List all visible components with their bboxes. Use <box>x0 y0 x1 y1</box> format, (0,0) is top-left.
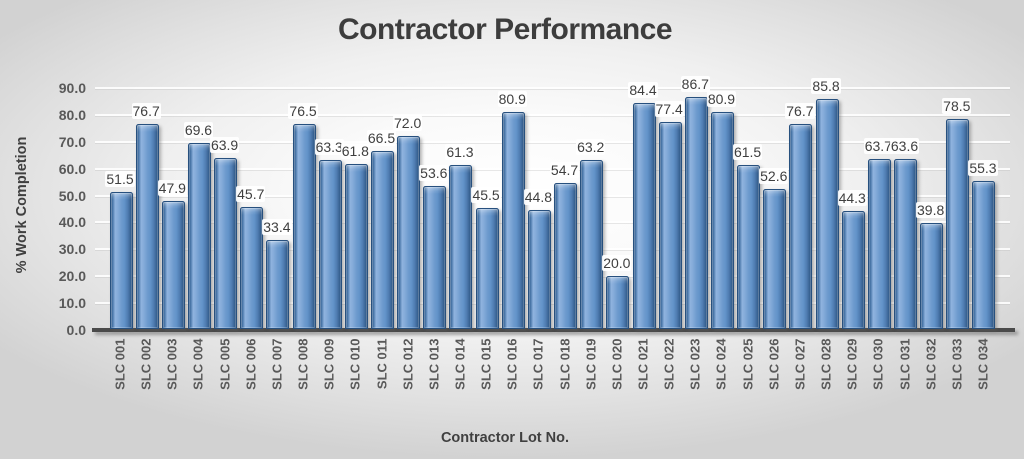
bar <box>658 121 682 329</box>
x-tick-label: SLC 030 <box>870 338 886 390</box>
bar <box>214 158 238 329</box>
x-tick-label: SLC 026 <box>766 338 782 390</box>
x-tick-label: SLC 012 <box>400 338 416 390</box>
gridline <box>95 275 1010 278</box>
bar <box>397 136 421 329</box>
x-axis-title: Contractor Lot No. <box>440 430 570 446</box>
y-tick-label: 90.0 <box>58 80 86 96</box>
x-tick-label: SLC 024 <box>713 338 729 390</box>
bar-value-label: 69.6 <box>183 121 214 138</box>
y-tick-label: 0.0 <box>66 322 86 338</box>
gridline <box>95 140 1010 143</box>
x-axis-line <box>92 328 1015 332</box>
bar <box>161 201 185 329</box>
bar <box>266 240 290 329</box>
bar-value-label: 78.5 <box>942 97 972 114</box>
bar <box>475 207 499 329</box>
bar <box>344 163 368 329</box>
x-tick-label: SLC 004 <box>190 338 206 390</box>
x-tick-label: SLC 019 <box>583 338 599 390</box>
bar-value-label: 76.7 <box>131 102 161 119</box>
x-tick-label: SLC 002 <box>138 338 154 390</box>
bar <box>946 118 970 329</box>
bar-value-label: 72.0 <box>393 115 423 132</box>
gridline <box>95 221 1010 224</box>
y-tick-label: 80.0 <box>58 106 86 123</box>
x-tick-label: SLC 021 <box>635 338 651 390</box>
y-tick-label: 40.0 <box>58 214 86 231</box>
bar <box>606 276 630 329</box>
x-tick-label: SLC 022 <box>661 338 677 390</box>
chart-title: Contractor Performance <box>337 13 673 46</box>
bar <box>815 99 839 329</box>
bar <box>684 96 708 329</box>
bar <box>894 158 917 329</box>
bar-value-label: 76.5 <box>288 103 318 120</box>
x-tick-label: SLC 017 <box>530 338 546 390</box>
x-tick-label: SLC 032 <box>923 338 939 390</box>
bar <box>187 142 211 329</box>
x-tick-label: SLC 005 <box>217 338 233 390</box>
x-tick-label: SLC 011 <box>374 338 389 390</box>
x-tick-label: SLC 009 <box>321 338 337 390</box>
gridline <box>95 113 1010 116</box>
bar <box>972 181 996 329</box>
y-tick-label: 10.0 <box>58 295 86 312</box>
bar <box>501 112 525 329</box>
bar <box>632 103 656 329</box>
x-tick-label: SLC 013 <box>426 338 442 390</box>
y-axis-title: % Work Completion <box>14 136 30 274</box>
y-tick-label: 20.0 <box>58 268 86 285</box>
bar <box>109 191 133 329</box>
bar <box>710 112 734 329</box>
y-tick-label: 30.0 <box>58 241 86 258</box>
x-tick-label: SLC 034 <box>975 338 991 390</box>
bar-value-label: 86.7 <box>680 75 710 92</box>
bar <box>920 222 944 329</box>
x-tick-label: SLC 018 <box>557 338 573 390</box>
bar <box>763 188 787 329</box>
bar <box>841 210 865 329</box>
x-tick-label: SLC 007 <box>269 338 285 390</box>
bar <box>449 165 473 329</box>
x-tick-label: SLC 008 <box>295 338 311 390</box>
bar <box>371 151 394 329</box>
bar <box>240 207 264 329</box>
x-tick-label: SLC 029 <box>844 338 860 390</box>
x-tick-label: SLC 027 <box>792 338 808 390</box>
bar <box>580 160 604 329</box>
bar-value-label: 61.3 <box>445 144 475 161</box>
bar <box>867 158 891 329</box>
bar <box>423 185 447 329</box>
x-tick-label: SLC 003 <box>164 338 180 390</box>
x-tick-label: SLC 023 <box>687 338 703 390</box>
y-tick-label: 50.0 <box>58 187 86 204</box>
bar <box>135 123 159 329</box>
bar-value-label: 84.4 <box>628 82 658 99</box>
x-tick-label: SLC 014 <box>452 338 468 390</box>
x-tick-label: SLC 016 <box>504 338 520 390</box>
x-tick-label: SLC 028 <box>818 338 834 390</box>
bar <box>789 123 813 329</box>
x-tick-label: SLC 033 <box>949 338 965 390</box>
x-tick-label: SLC 020 <box>609 338 625 390</box>
y-tick-label: 70.0 <box>58 133 86 150</box>
x-tick-label: SLC 006 <box>243 338 259 390</box>
x-tick-label: SLC 001 <box>112 338 128 390</box>
bar <box>554 182 578 329</box>
gridline <box>95 87 1010 89</box>
bar <box>318 159 342 329</box>
x-tick-label: SLC 025 <box>740 338 756 390</box>
bar-value-label: 80.9 <box>497 91 527 108</box>
bar <box>292 124 316 329</box>
bar <box>737 164 761 329</box>
x-tick-label: SLC 010 <box>347 338 363 390</box>
y-tick-label: 60.0 <box>58 160 86 177</box>
bar <box>527 209 551 329</box>
gridline <box>95 302 1010 305</box>
x-tick-label: SLC 031 <box>897 338 912 390</box>
x-tick-label: SLC 015 <box>478 338 494 390</box>
gridline <box>95 248 1010 251</box>
